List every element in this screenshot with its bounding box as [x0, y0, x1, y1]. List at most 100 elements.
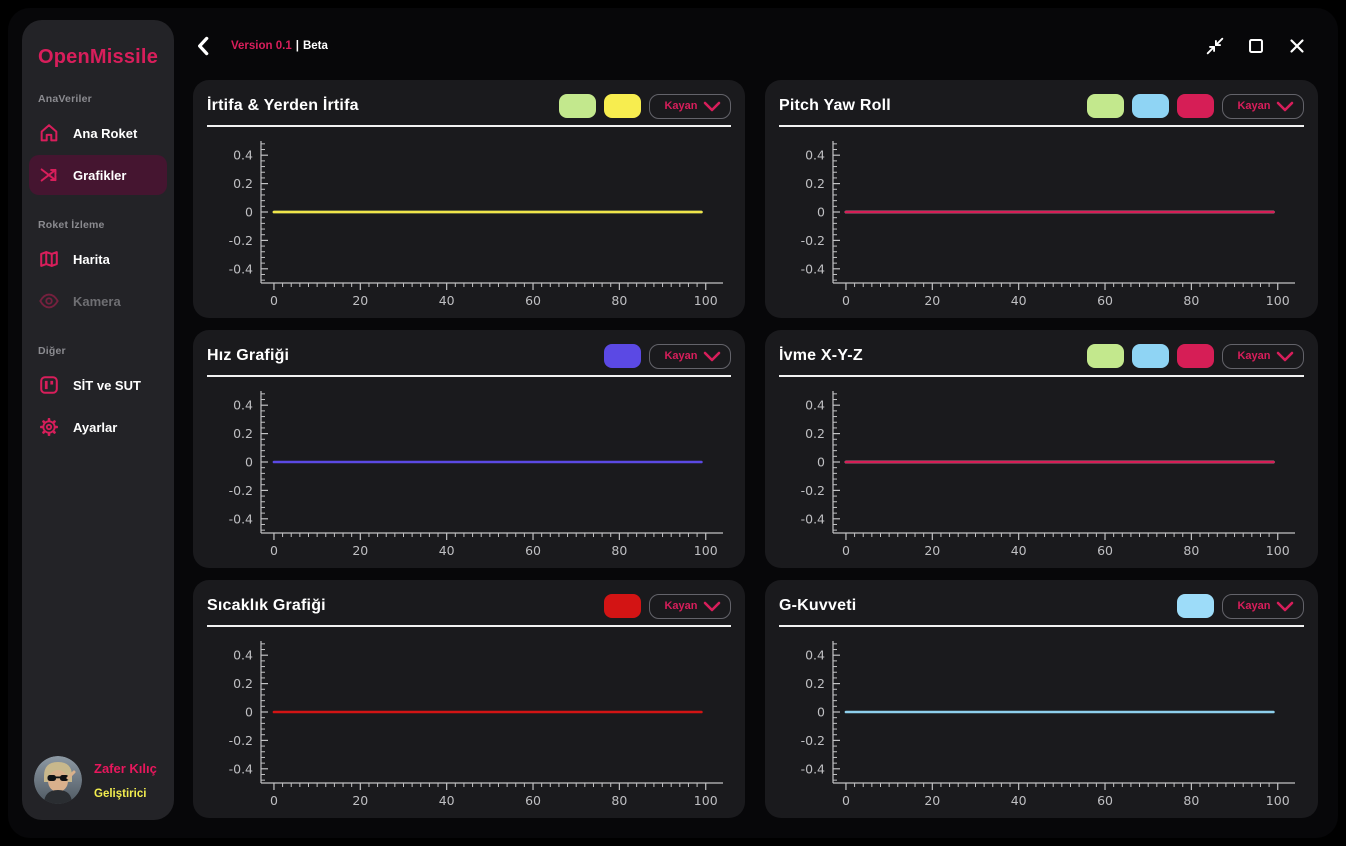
svg-text:0: 0 — [817, 455, 825, 470]
svg-text:-0.4: -0.4 — [229, 511, 253, 526]
chart-panel-ivme: İvme X-Y-Z Kayan 0.4 0.2 0 -0.2 -0.4 0 20 40 60 8… — [765, 330, 1318, 568]
line-chart: 0.4 0.2 0 -0.2 -0.4 0 20 40 60 80 100 — [229, 641, 723, 808]
chart-mode-dropdown[interactable]: Kayan — [1222, 593, 1304, 619]
svg-text:0: 0 — [245, 705, 253, 720]
svg-text:-0.2: -0.2 — [229, 733, 253, 748]
eye-icon — [38, 290, 60, 312]
chart-legend — [604, 594, 641, 618]
sidebar-item-label: Ana Roket — [73, 125, 138, 141]
chart-title: Hız Grafiği — [207, 347, 290, 364]
charts-grid: İrtifa & Yerden İrtifa Kayan 0.4 0.2 0 -0.2… — [193, 80, 1318, 818]
home-icon — [38, 122, 60, 144]
svg-text:-0.2: -0.2 — [801, 733, 825, 748]
chart-mode-dropdown[interactable]: Kayan — [649, 343, 731, 369]
svg-text:60: 60 — [525, 293, 541, 308]
sidebar-item-grafikler[interactable]: Grafikler — [29, 155, 167, 195]
sidebar-item-label: Grafikler — [73, 167, 127, 183]
svg-text:80: 80 — [611, 293, 627, 308]
version-label: Version 0.1 | Beta — [231, 40, 328, 52]
close-button[interactable] — [1286, 35, 1308, 57]
line-chart: 0.4 0.2 0 -0.2 -0.4 0 20 40 60 80 100 — [229, 141, 723, 308]
svg-text:20: 20 — [924, 543, 940, 558]
svg-text:40: 40 — [1011, 793, 1027, 808]
svg-text:0: 0 — [270, 793, 278, 808]
svg-text:20: 20 — [924, 293, 940, 308]
svg-text:60: 60 — [525, 543, 541, 558]
svg-text:20: 20 — [352, 293, 368, 308]
svg-text:0.4: 0.4 — [805, 148, 825, 163]
chart-title: İvme X-Y-Z — [779, 347, 863, 364]
sidebar-item-ayarlar[interactable]: Ayarlar — [29, 407, 167, 447]
sidebar-item-ana-roket[interactable]: Ana Roket — [29, 113, 167, 153]
svg-text:40: 40 — [439, 293, 455, 308]
svg-text:100: 100 — [1266, 793, 1290, 808]
chart-legend — [1087, 344, 1214, 368]
svg-text:60: 60 — [1097, 543, 1113, 558]
main-content: Version 0.1 | Beta — [185, 20, 1328, 826]
header-divider — [779, 125, 1304, 127]
svg-text:-0.2: -0.2 — [801, 233, 825, 248]
svg-text:-0.4: -0.4 — [229, 261, 253, 276]
legend-swatch — [604, 94, 641, 118]
chevron-down-icon — [702, 600, 722, 613]
svg-text:0.2: 0.2 — [233, 676, 253, 691]
svg-text:0: 0 — [817, 205, 825, 220]
sidebar-item-sit-ve-sut[interactable]: SİT ve SUT — [29, 365, 167, 405]
chart-legend — [604, 344, 641, 368]
sidebar-item-kamera[interactable]: Kamera — [29, 281, 167, 321]
chart-mode-dropdown[interactable]: Kayan — [649, 593, 731, 619]
back-button[interactable] — [191, 33, 217, 59]
collapse-window-button[interactable] — [1204, 35, 1226, 57]
profile-name: Zafer Kılıç — [94, 760, 157, 776]
legend-swatch — [604, 594, 641, 618]
svg-text:0: 0 — [270, 293, 278, 308]
legend-swatch — [559, 94, 596, 118]
svg-text:40: 40 — [439, 543, 455, 558]
sidebar-item-harita[interactable]: Harita — [29, 239, 167, 279]
svg-text:0.4: 0.4 — [233, 148, 253, 163]
app-window: OpenMissile AnaVeriler Ana Roket Grafikl… — [8, 8, 1338, 838]
svg-text:0.4: 0.4 — [805, 648, 825, 663]
sidebar: OpenMissile AnaVeriler Ana Roket Grafikl… — [22, 20, 174, 820]
svg-text:0.2: 0.2 — [805, 176, 825, 191]
svg-text:40: 40 — [1011, 543, 1027, 558]
sidebar-item-label: SİT ve SUT — [73, 377, 141, 393]
svg-text:-0.4: -0.4 — [801, 511, 825, 526]
chart-panel-irtifa: İrtifa & Yerden İrtifa Kayan 0.4 0.2 0 -0.2… — [193, 80, 745, 318]
svg-text:80: 80 — [1183, 293, 1199, 308]
user-profile[interactable]: Zafer Kılıç Geliştirici — [34, 756, 168, 804]
svg-text:80: 80 — [1183, 543, 1199, 558]
chart-panel-pitch-yaw-roll: Pitch Yaw Roll Kayan 0.4 0.2 0 -0.2 -0.4 0 20 4… — [765, 80, 1318, 318]
line-chart: 0.4 0.2 0 -0.2 -0.4 0 20 40 60 80 100 — [801, 141, 1295, 308]
svg-text:60: 60 — [525, 793, 541, 808]
svg-text:0.4: 0.4 — [233, 398, 253, 413]
svg-text:0.2: 0.2 — [233, 176, 253, 191]
legend-swatch — [1177, 594, 1214, 618]
app-logo: OpenMissile — [38, 46, 159, 68]
line-chart: 0.4 0.2 0 -0.2 -0.4 0 20 40 60 80 100 — [229, 391, 723, 558]
chart-mode-dropdown[interactable]: Kayan — [649, 93, 731, 119]
chart-panel-hiz: Hız Grafiği Kayan 0.4 0.2 0 -0.2 -0.4 0 20 40 60… — [193, 330, 745, 568]
header-divider — [207, 375, 731, 377]
legend-swatch — [1177, 94, 1214, 118]
line-chart: 0.4 0.2 0 -0.2 -0.4 0 20 40 60 80 100 — [801, 641, 1295, 808]
chart-mode-dropdown[interactable]: Kayan — [1222, 93, 1304, 119]
svg-text:0: 0 — [842, 793, 850, 808]
svg-text:0.4: 0.4 — [233, 648, 253, 663]
svg-text:60: 60 — [1097, 793, 1113, 808]
chart-title: Sıcaklık Grafiği — [207, 597, 326, 614]
svg-text:100: 100 — [694, 793, 718, 808]
chart-mode-dropdown[interactable]: Kayan — [1222, 343, 1304, 369]
svg-text:100: 100 — [1266, 543, 1290, 558]
section-label-diger: Diğer — [38, 345, 66, 357]
avatar — [34, 756, 82, 804]
section-label-roket-izleme: Roket İzleme — [38, 219, 105, 231]
legend-swatch — [604, 344, 641, 368]
legend-swatch — [1132, 344, 1169, 368]
section-label-anaveriler: AnaVeriler — [38, 93, 92, 105]
svg-text:60: 60 — [1097, 293, 1113, 308]
svg-text:100: 100 — [1266, 293, 1290, 308]
legend-swatch — [1177, 344, 1214, 368]
maximize-button[interactable] — [1245, 35, 1267, 57]
sidebar-item-label: Kamera — [73, 293, 121, 309]
